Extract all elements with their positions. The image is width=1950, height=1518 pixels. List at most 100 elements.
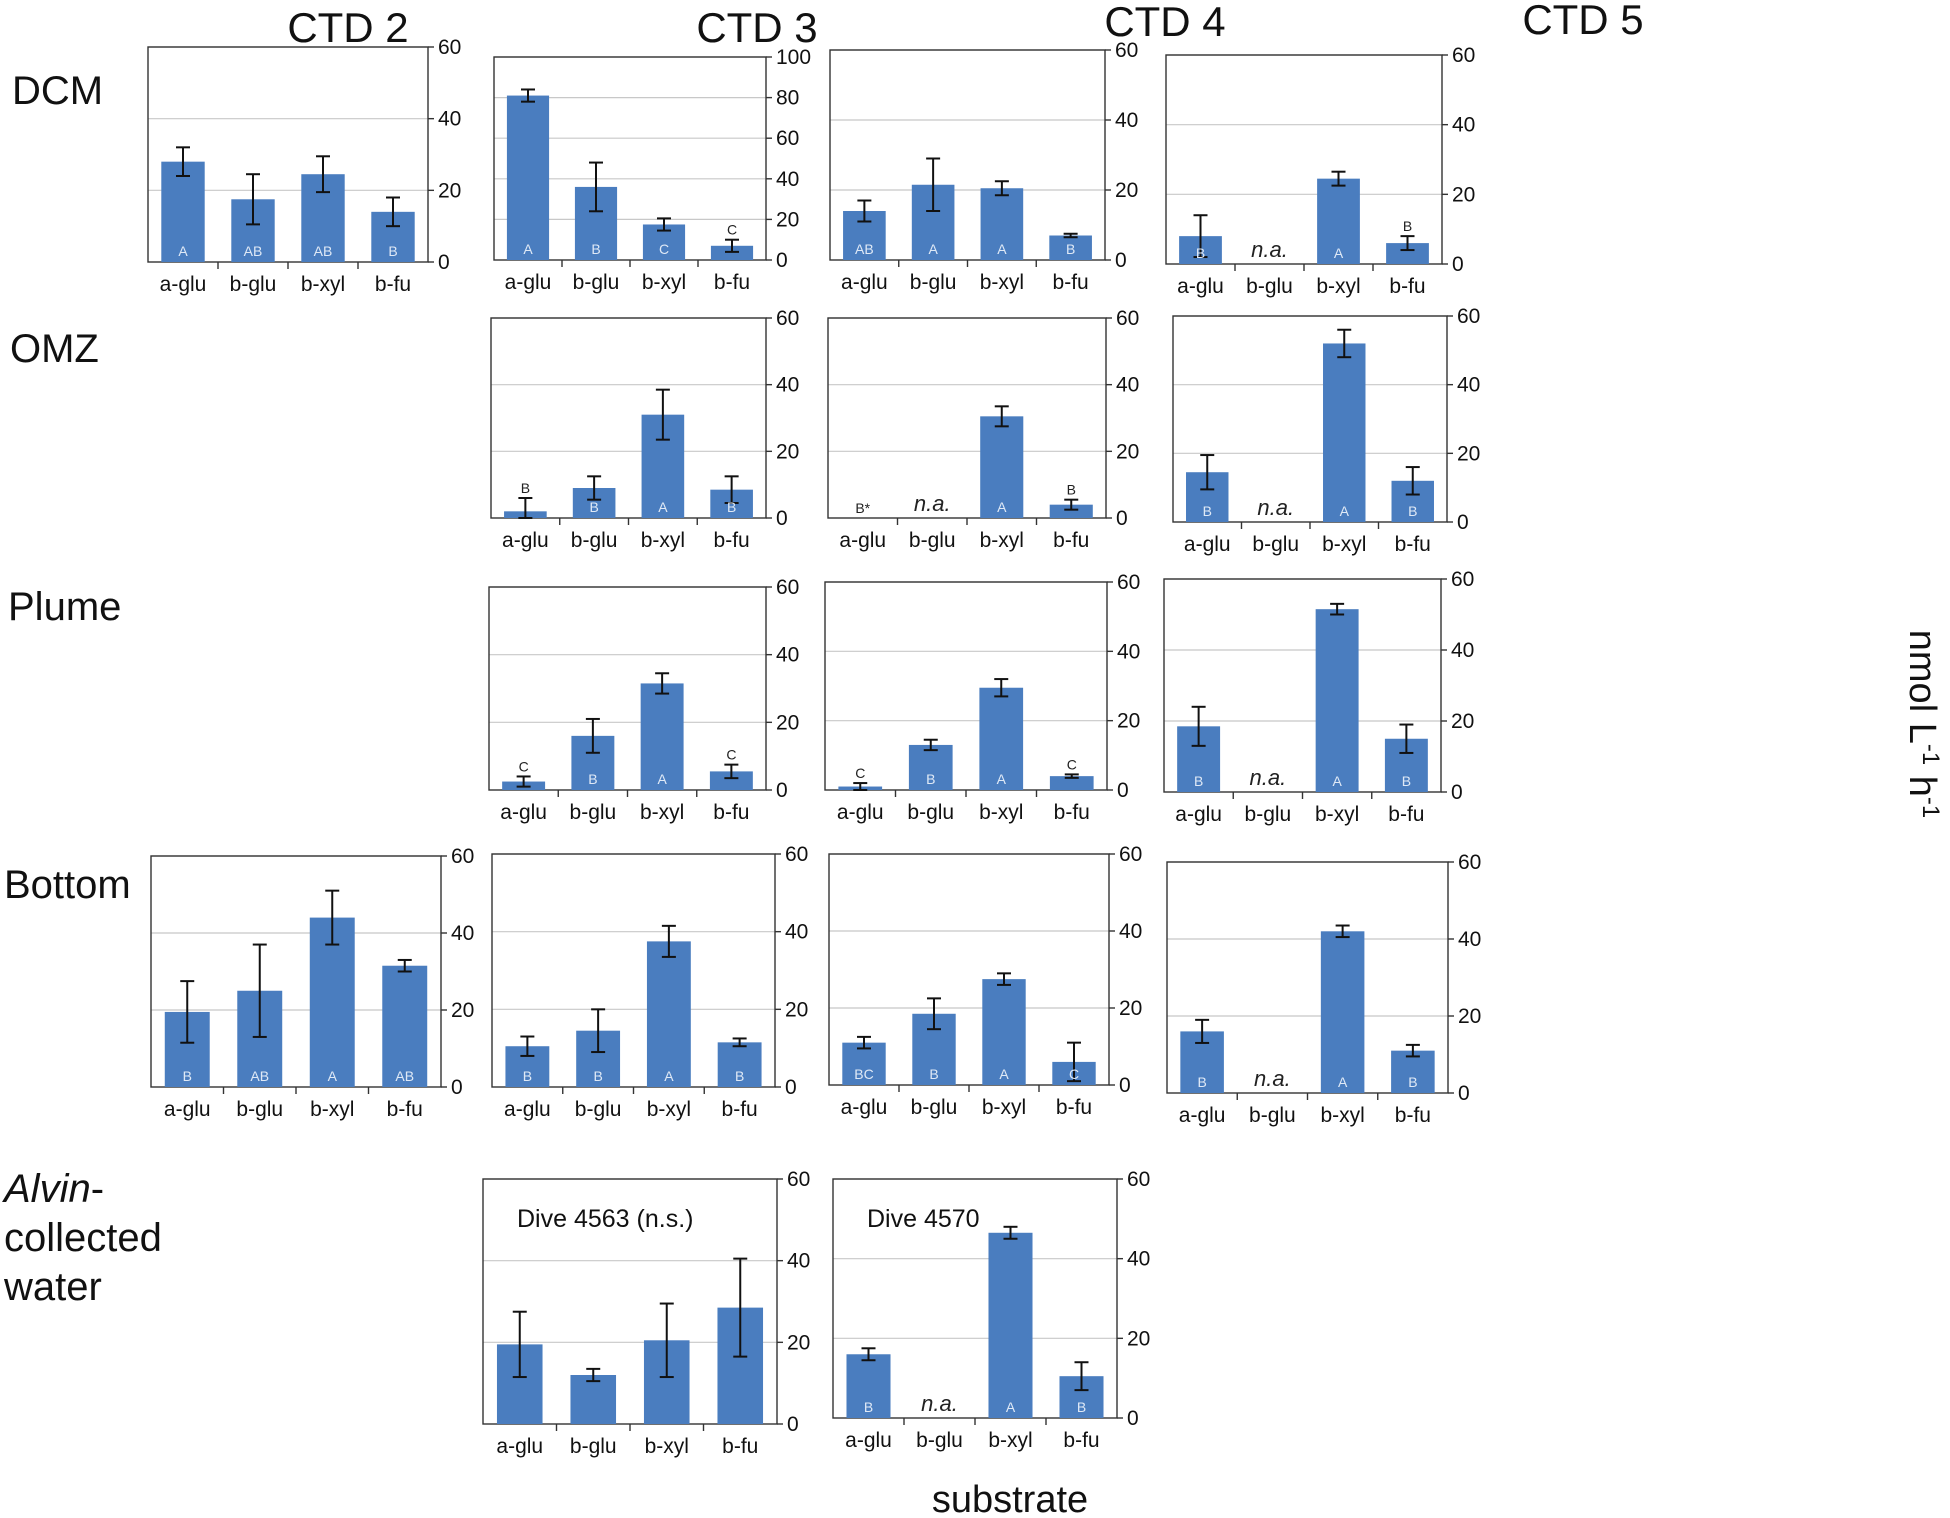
y-tick-label: 60: [1451, 568, 1474, 591]
significance-letter: B: [1408, 503, 1417, 519]
y-tick-label: 60: [1116, 307, 1139, 330]
panel-dcm-ctd2: 0 20 40 60 a-glu Ab-glu AB b-xyl AB b-fu B: [147, 36, 461, 296]
significance-letter: B: [1067, 482, 1076, 498]
category-label: a-glu: [505, 271, 552, 294]
panel-plume-ctd3: 0 20 40 60 a-glu Cb-glu Bb-xyl Ab-fu C: [488, 576, 799, 824]
y-tick-label: 40: [451, 922, 474, 945]
significance-letter: AB: [395, 1068, 414, 1084]
significance-letter: B: [1402, 773, 1411, 789]
significance-letter: C: [659, 241, 669, 257]
category-label: b-xyl: [1322, 533, 1366, 556]
na-label: n.a.: [914, 491, 951, 516]
significance-letter: B: [1403, 218, 1412, 234]
y-tick-label: 40: [1451, 639, 1474, 662]
y-tick-label: 40: [1115, 109, 1138, 132]
y-tick-label: 60: [1127, 1168, 1150, 1191]
y-tick-label: 80: [776, 87, 799, 110]
category-label: a-glu: [1179, 1104, 1226, 1127]
category-label: a-glu: [1184, 533, 1231, 556]
category-label: b-fu: [713, 801, 749, 824]
significance-letter: A: [658, 499, 668, 515]
category-label: b-xyl: [988, 1429, 1032, 1452]
significance-letter: B*: [855, 500, 870, 516]
significance-letter: B: [929, 1066, 938, 1082]
y-tick-label: 40: [1452, 114, 1475, 137]
y-tick-label: 40: [785, 921, 808, 944]
y-tick-label: 0: [1116, 507, 1128, 530]
significance-letter: AB: [855, 241, 874, 257]
panel-bottom-ctd3: 0 20 40 60 a-glu Bb-glu Bb-xyl Ab-fu B: [491, 843, 808, 1121]
y-tick-label: 60: [787, 1168, 810, 1191]
y-axis-title-mid: h: [1901, 765, 1943, 797]
category-label: a-glu: [837, 801, 884, 824]
panel-annotation: Dive 4563 (n.s.): [517, 1205, 693, 1233]
category-label: b-glu: [570, 801, 617, 824]
y-tick-label: 40: [1458, 928, 1481, 951]
y-tick-label: 0: [776, 249, 788, 272]
column-header-ctd3: CTD 3: [696, 4, 817, 51]
category-label: b-xyl: [641, 529, 685, 552]
bar: [842, 1042, 886, 1085]
category-label: b-glu: [236, 1098, 283, 1121]
y-tick-label: 20: [785, 998, 808, 1021]
row-label-bottom: Bottom: [4, 863, 131, 907]
row-label-plume: Plume: [8, 585, 121, 629]
category-label: b-xyl: [647, 1098, 691, 1121]
significance-letter: A: [999, 1066, 1009, 1082]
category-label: b-fu: [1395, 1104, 1431, 1127]
significance-letter: B: [727, 499, 736, 515]
category-label: b-fu: [1395, 533, 1431, 556]
na-label: n.a.: [1251, 237, 1288, 262]
y-tick-label: 40: [787, 1250, 810, 1273]
category-label: b-fu: [722, 1435, 758, 1458]
bar: [988, 1232, 1033, 1418]
y-tick-label: 60: [1119, 843, 1142, 866]
panel-plume-ctd4: 0 20 40 60 a-glu Cb-glu Bb-xyl Ab-fu C: [824, 571, 1140, 824]
y-tick-label: 60: [1117, 571, 1140, 594]
y-tick-label: 20: [776, 711, 799, 734]
significance-letter: B: [864, 1399, 873, 1415]
significance-letter: B: [1196, 245, 1205, 261]
column-header-ctd5: CTD 5: [1522, 0, 1643, 43]
significance-letter: C: [519, 758, 529, 774]
significance-letter: B: [183, 1068, 192, 1084]
na-label: n.a.: [1250, 765, 1287, 790]
y-axis-title: nmol L-1 h-1: [1901, 630, 1945, 818]
significance-letter: B: [1194, 773, 1203, 789]
bar: [646, 941, 691, 1087]
category-label: b-fu: [1056, 1096, 1092, 1119]
alvin-hyphen: -: [91, 1167, 104, 1211]
y-tick-label: 20: [776, 440, 799, 463]
bar: [640, 683, 684, 790]
significance-letter: C: [1069, 1066, 1079, 1082]
significance-letter: A: [997, 499, 1007, 515]
y-tick-label: 100: [776, 46, 811, 69]
category-label: a-glu: [841, 1096, 888, 1119]
y-tick-label: 40: [438, 108, 461, 131]
bar: [382, 965, 428, 1087]
bar: [1317, 178, 1360, 264]
category-label: b-glu: [230, 273, 277, 296]
panel-bottom-ctd5: 0 20 40 60 a-glu Bb-glu n.a. b-xyl Ab-fu B: [1166, 851, 1481, 1127]
significance-letter: A: [523, 241, 533, 257]
category-label: b-fu: [714, 271, 750, 294]
category-label: b-glu: [1246, 275, 1293, 298]
y-tick-label: 20: [1117, 710, 1140, 733]
y-tick-label: 60: [1115, 39, 1138, 62]
y-tick-label: 40: [1116, 374, 1139, 397]
plot-frame: [827, 317, 1107, 519]
y-tick-label: 20: [451, 999, 474, 1022]
category-label: b-xyl: [980, 529, 1024, 552]
category-label: b-fu: [722, 1098, 758, 1121]
panel-alvin-4570: 0 20 40 60 a-glu Bb-glu n.a. b-xyl Ab-fu B Dive 45…: [832, 1168, 1150, 1452]
y-tick-label: 40: [1119, 920, 1142, 943]
row-label-dcm: DCM: [12, 69, 103, 113]
bar: [979, 687, 1024, 790]
column-header-ctd4: CTD 4: [1104, 0, 1225, 45]
significance-letter: B: [523, 1068, 532, 1084]
category-label: b-fu: [1063, 1429, 1099, 1452]
y-tick-label: 20: [1116, 440, 1139, 463]
significance-letter: C: [1067, 756, 1077, 772]
bar: [982, 979, 1026, 1085]
